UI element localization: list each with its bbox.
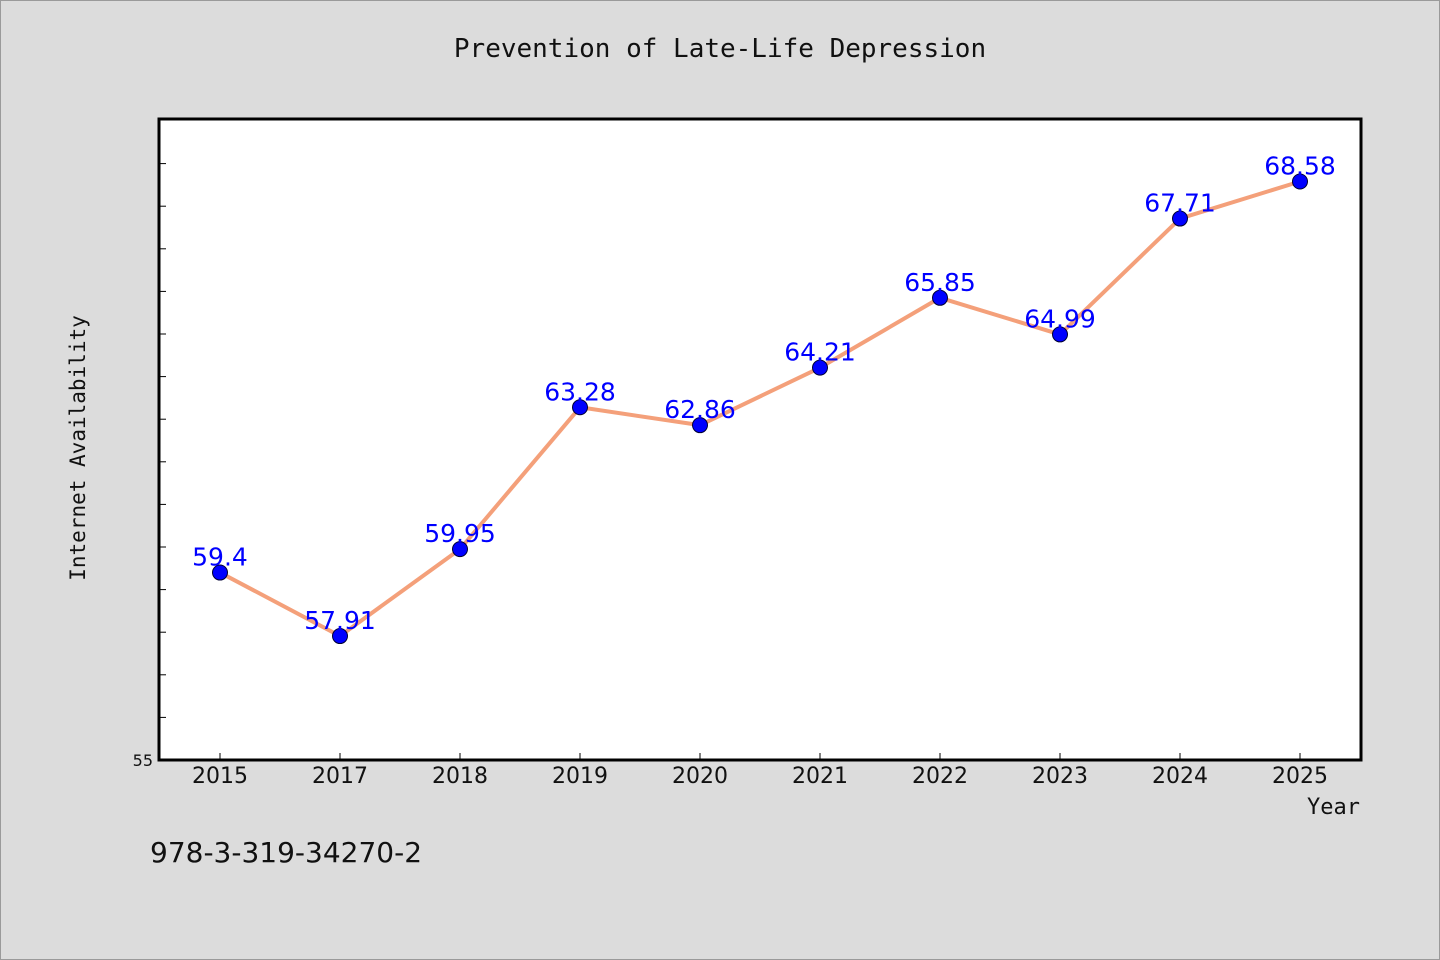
x-tick-label: 2018 <box>432 764 488 789</box>
x-tick-label: 2017 <box>312 764 368 789</box>
data-point <box>1292 173 1308 190</box>
x-axis-label: Year <box>1307 795 1360 820</box>
x-tick-label: 2015 <box>192 764 248 789</box>
data-label: 67.71 <box>1144 189 1216 218</box>
plot-area <box>157 117 1363 762</box>
data-label: 59.4 <box>192 543 248 572</box>
data-label: 68.58 <box>1264 151 1336 180</box>
data-point <box>812 359 828 376</box>
data-point <box>1172 210 1188 227</box>
x-tick-label: 2021 <box>792 764 848 789</box>
x-tick-label: 2024 <box>1152 764 1208 789</box>
x-axis-ticks: 2015 2017 2018 2019 2020 2021 2022 2023 2024 2025 <box>192 753 1328 789</box>
series-markers <box>212 173 1308 645</box>
data-point <box>1052 326 1068 343</box>
data-label: 57.91 <box>304 606 376 635</box>
data-labels: 59.4 57.91 59.95 63.28 62.86 64.21 65.85 64.99 6… <box>192 151 1336 635</box>
data-point <box>692 417 708 434</box>
data-label: 64.99 <box>1024 304 1096 333</box>
x-tick-label: 2020 <box>672 764 728 789</box>
data-point <box>212 564 228 581</box>
data-point <box>452 541 468 558</box>
data-label: 59.95 <box>424 519 496 548</box>
data-point <box>332 628 348 645</box>
data-label: 63.28 <box>544 377 616 406</box>
data-label: 62.86 <box>664 395 736 424</box>
x-tick-label: 2025 <box>1272 764 1328 789</box>
y-tick-label-min: 55 <box>133 751 153 770</box>
data-point <box>932 289 948 306</box>
data-label: 65.85 <box>904 268 976 297</box>
chart-title: Prevention of Late-Life Depression <box>453 34 987 64</box>
x-tick-label: 2023 <box>1032 764 1088 789</box>
data-label: 64.21 <box>784 338 856 367</box>
x-tick-label: 2019 <box>552 764 608 789</box>
isbn-text: 978-3-319-34270-2 <box>150 836 423 869</box>
y-axis-ticks <box>159 163 166 718</box>
series-line <box>218 179 1302 639</box>
data-point <box>572 399 588 416</box>
x-tick-label: 2022 <box>912 764 968 789</box>
